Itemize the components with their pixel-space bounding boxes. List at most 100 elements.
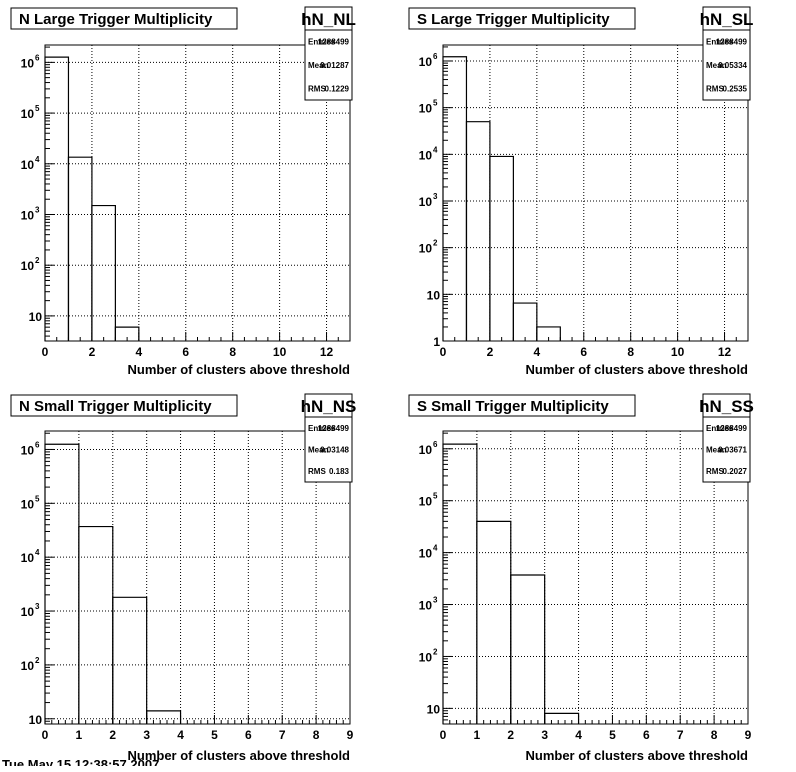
stats-value: 1288499 bbox=[716, 424, 748, 433]
histogram-bar bbox=[544, 712, 580, 724]
y-tick-label: 10 bbox=[29, 310, 43, 324]
y-tick-label: 10 bbox=[29, 713, 43, 727]
x-tick-label: 2 bbox=[89, 345, 96, 359]
y-tick-label: 10 bbox=[427, 288, 441, 302]
stats-label: Mean bbox=[706, 61, 727, 70]
histogram-bar bbox=[442, 443, 478, 724]
stats-label: Entries bbox=[308, 424, 336, 433]
x-tick-label: 4 bbox=[575, 728, 582, 742]
x-tick-label: 3 bbox=[541, 728, 548, 742]
histogram-bar bbox=[78, 525, 114, 724]
y-tick-exponent: 6 bbox=[35, 53, 40, 62]
histogram-bar bbox=[512, 302, 538, 341]
y-tick-label: 10 bbox=[21, 259, 35, 273]
y-tick-label: 10 bbox=[21, 56, 35, 70]
title-box bbox=[10, 7, 238, 30]
stats-label: Entries bbox=[706, 38, 734, 47]
x-tick-label: 6 bbox=[580, 345, 587, 359]
stats-label: Mean bbox=[706, 446, 727, 455]
stats-value: 1288499 bbox=[716, 38, 748, 47]
chart-title: N Large Trigger Multiplicity bbox=[19, 11, 213, 28]
stats-value: 1288499 bbox=[318, 424, 350, 433]
y-tick-exponent: 3 bbox=[35, 602, 40, 611]
x-tick-label: 7 bbox=[677, 728, 684, 742]
stats-label: RMS bbox=[706, 467, 724, 476]
y-tick-exponent: 6 bbox=[433, 440, 438, 449]
histogram-bar bbox=[510, 574, 546, 724]
stats-label: Entries bbox=[308, 38, 336, 47]
stats-box bbox=[304, 393, 353, 483]
y-tick-exponent: 2 bbox=[433, 647, 438, 656]
histogram-bar bbox=[44, 443, 80, 724]
y-tick-exponent: 6 bbox=[35, 440, 40, 449]
x-tick-label: 2 bbox=[507, 728, 514, 742]
stats-value: 1288499 bbox=[318, 38, 350, 47]
histogram-bar bbox=[67, 156, 93, 341]
y-tick-label: 10 bbox=[21, 107, 35, 121]
y-tick-label: 10 bbox=[419, 195, 433, 209]
timestamp-footer: Tue May 15 12:38:57 2007 bbox=[2, 757, 160, 772]
x-tick-label: 12 bbox=[320, 345, 334, 359]
plot-frame bbox=[44, 430, 351, 725]
x-tick-label: 0 bbox=[42, 345, 49, 359]
chart-title: N Small Trigger Multiplicity bbox=[19, 398, 212, 415]
x-tick-label: 7 bbox=[279, 728, 286, 742]
stats-label: Entries bbox=[706, 424, 734, 433]
x-tick-label: 5 bbox=[211, 728, 218, 742]
y-tick-exponent: 4 bbox=[433, 544, 438, 553]
x-tick-label: 0 bbox=[440, 345, 447, 359]
x-axis-label: Number of clusters above threshold bbox=[128, 362, 351, 377]
y-tick-exponent: 2 bbox=[35, 256, 40, 265]
y-tick-label: 10 bbox=[419, 443, 433, 457]
chart-title: S Large Trigger Multiplicity bbox=[417, 11, 610, 28]
x-axis-label: Number of clusters above threshold bbox=[526, 362, 749, 377]
x-tick-label: 4 bbox=[177, 728, 184, 742]
y-tick-label: 10 bbox=[419, 495, 433, 509]
title-box bbox=[408, 394, 636, 417]
stats-value: 0.01287 bbox=[320, 61, 349, 70]
x-tick-label: 6 bbox=[643, 728, 650, 742]
plot-frame bbox=[44, 44, 351, 342]
histogram-bar bbox=[146, 710, 182, 724]
y-tick-exponent: 3 bbox=[433, 596, 438, 605]
x-tick-label: 2 bbox=[109, 728, 116, 742]
stats-name: hN_SL bbox=[700, 10, 754, 29]
stats-box bbox=[702, 6, 751, 101]
x-tick-label: 1 bbox=[76, 728, 83, 742]
y-tick-label: 10 bbox=[419, 55, 433, 69]
histogram-bar bbox=[112, 596, 148, 724]
x-tick-label: 8 bbox=[229, 345, 236, 359]
x-tick-label: 8 bbox=[313, 728, 320, 742]
y-tick-exponent: 3 bbox=[433, 192, 438, 201]
stats-name: hN_NS bbox=[301, 397, 357, 416]
stats-label: Mean bbox=[308, 446, 329, 455]
histogram-bar bbox=[476, 520, 512, 724]
x-tick-label: 4 bbox=[136, 345, 143, 359]
y-tick-exponent: 4 bbox=[35, 548, 40, 557]
chart-title: S Small Trigger Multiplicity bbox=[417, 398, 609, 415]
y-tick-label: 10 bbox=[21, 443, 35, 457]
stats-box bbox=[304, 6, 353, 101]
x-tick-label: 9 bbox=[347, 728, 354, 742]
y-tick-label: 10 bbox=[419, 148, 433, 162]
y-tick-label: 10 bbox=[419, 102, 433, 116]
plot-frame bbox=[442, 44, 749, 342]
stats-name: hN_NL bbox=[301, 10, 356, 29]
histogram-bar bbox=[489, 155, 514, 341]
y-tick-exponent: 6 bbox=[433, 52, 438, 61]
stats-label: RMS bbox=[308, 84, 326, 93]
y-tick-label: 10 bbox=[21, 605, 35, 619]
stats-value: 0.2027 bbox=[723, 467, 748, 476]
stats-value: 0.1229 bbox=[325, 84, 350, 93]
stats-value: 0.183 bbox=[329, 467, 350, 476]
title-box bbox=[408, 7, 636, 30]
x-tick-label: 8 bbox=[627, 345, 634, 359]
stats-label: RMS bbox=[308, 467, 326, 476]
stats-value: 0.03148 bbox=[320, 446, 349, 455]
y-tick-exponent: 2 bbox=[433, 239, 438, 248]
stats-value: 0.2535 bbox=[723, 84, 748, 93]
x-tick-label: 9 bbox=[745, 728, 752, 742]
x-tick-label: 0 bbox=[440, 728, 447, 742]
y-tick-exponent: 5 bbox=[35, 494, 40, 503]
